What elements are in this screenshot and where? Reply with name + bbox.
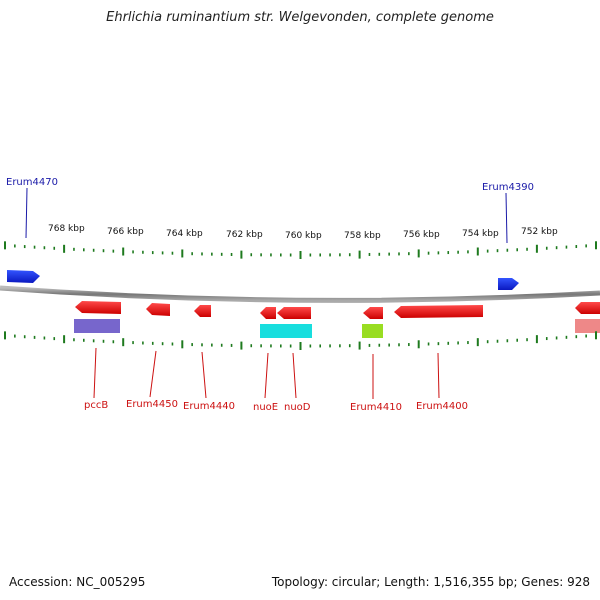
scale-label-768: 768 kbp bbox=[48, 224, 85, 234]
label-nuod: nuoD bbox=[284, 352, 311, 413]
scale-label-754: 754 kbp bbox=[462, 229, 499, 239]
label-erum4410: Erum4410 bbox=[350, 354, 402, 413]
outer-tick-ring bbox=[4, 241, 597, 259]
scale-label-752: 752 kbp bbox=[521, 227, 558, 237]
cog-band-erum4410 bbox=[362, 324, 383, 338]
genome-backbone bbox=[0, 285, 600, 303]
svg-text:Erum4390: Erum4390 bbox=[482, 182, 534, 193]
svg-text:pccB: pccB bbox=[84, 400, 108, 411]
svg-text:Erum4400: Erum4400 bbox=[416, 401, 468, 412]
scale-label-766: 766 kbp bbox=[107, 227, 144, 237]
label-erum4470: Erum4470 bbox=[6, 177, 58, 239]
inner-tick-ring bbox=[4, 331, 597, 350]
label-nuoe: nuoE bbox=[253, 352, 278, 413]
svg-text:nuoD: nuoD bbox=[284, 402, 311, 413]
cog-band-partial-right bbox=[575, 319, 600, 333]
svg-text:nuoE: nuoE bbox=[253, 402, 278, 413]
scale-label-762: 762 kbp bbox=[226, 230, 263, 240]
cog-band-nuo bbox=[260, 324, 312, 338]
genome-title: Ehrlichia ruminantium str. Welgevonden, … bbox=[106, 10, 494, 25]
accession-text: Accession: NC_005295 bbox=[9, 575, 146, 589]
label-pccb: pccB bbox=[84, 347, 108, 411]
reverse-gene-partial-right[interactable] bbox=[575, 302, 600, 314]
svg-text:Erum4440: Erum4440 bbox=[183, 401, 235, 412]
svg-text:Erum4450: Erum4450 bbox=[126, 399, 178, 410]
svg-text:Erum4410: Erum4410 bbox=[350, 402, 402, 413]
reverse-gene-erum4440[interactable] bbox=[194, 305, 211, 317]
reverse-gene-pccb[interactable] bbox=[75, 301, 121, 314]
label-erum4450: Erum4450 bbox=[126, 350, 178, 410]
svg-text:Erum4470: Erum4470 bbox=[6, 177, 58, 188]
cog-band-pccb bbox=[74, 319, 120, 333]
reverse-gene-erum4450[interactable] bbox=[146, 303, 170, 316]
reverse-gene-nuoe[interactable] bbox=[260, 307, 276, 319]
scale-label-764: 764 kbp bbox=[166, 229, 203, 239]
label-erum4400: Erum4400 bbox=[416, 352, 468, 412]
forward-gene-erum4470[interactable] bbox=[7, 270, 40, 283]
scale-label-756: 756 kbp bbox=[403, 230, 440, 240]
label-erum4440: Erum4440 bbox=[183, 351, 235, 412]
reverse-gene-erum4410[interactable] bbox=[363, 307, 383, 319]
scale-labels: 768 kbp 766 kbp 764 kbp 762 kbp 760 kbp … bbox=[48, 224, 558, 241]
reverse-gene-nuod[interactable] bbox=[277, 307, 311, 319]
forward-gene-erum4390[interactable] bbox=[498, 278, 519, 290]
scale-label-758: 758 kbp bbox=[344, 231, 381, 241]
scale-label-760: 760 kbp bbox=[285, 231, 322, 241]
reverse-gene-erum4400[interactable] bbox=[394, 305, 483, 318]
label-erum4390: Erum4390 bbox=[482, 182, 534, 244]
genome-summary-text: Topology: circular; Length: 1,516,355 bp… bbox=[271, 575, 590, 589]
